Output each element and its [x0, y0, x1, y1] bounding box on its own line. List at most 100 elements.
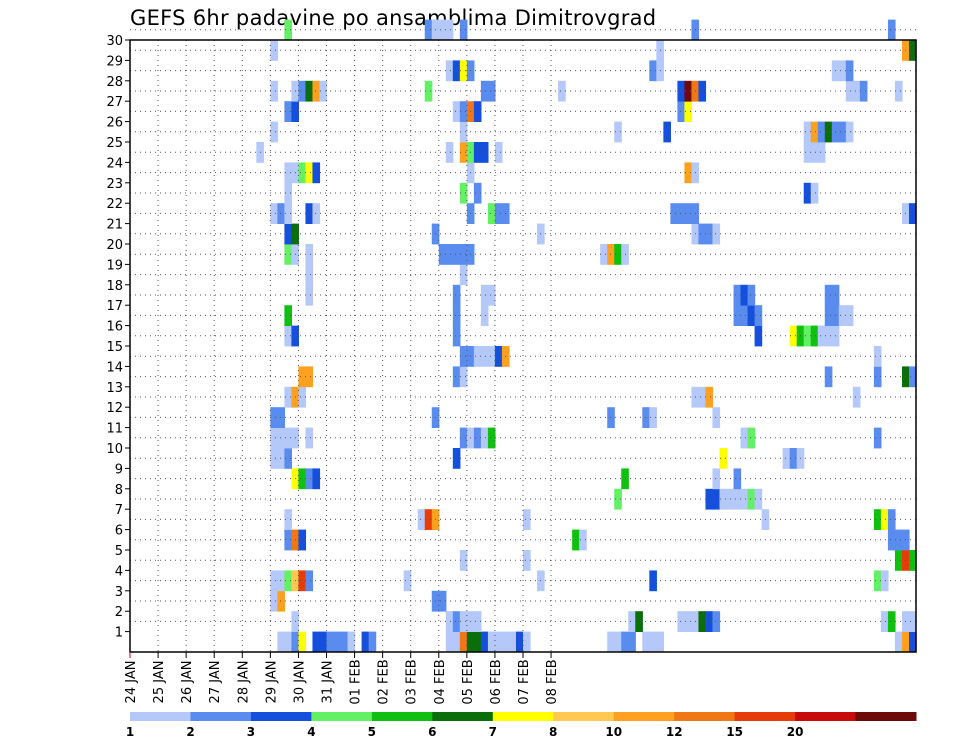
heatmap-cell [480, 427, 489, 449]
heatmap-cell [452, 325, 461, 347]
heatmap-cell [789, 325, 798, 347]
y-tick-label: 23 [106, 177, 123, 192]
heatmap-cell [824, 305, 833, 326]
heatmap-cell [270, 121, 278, 143]
heatmap-cell [473, 182, 482, 204]
heatmap-cell [733, 305, 742, 326]
y-tick-label: 3 [115, 585, 123, 600]
heatmap-cell [368, 631, 377, 653]
heatmap-cell [782, 448, 791, 469]
heatmap-cell [523, 631, 531, 653]
heatmap-cell [298, 80, 307, 102]
heatmap-cell [803, 142, 812, 163]
heatmap-cell [789, 448, 798, 469]
x-tick-label: 04 FEB [433, 659, 448, 704]
heatmap-cell [270, 448, 278, 469]
heatmap-cell [445, 244, 454, 265]
heatmap-cell [284, 182, 293, 204]
heatmap-cell [523, 550, 531, 571]
heatmap-cell [284, 509, 293, 530]
colorbar-segment [130, 712, 191, 721]
heatmap-cell [614, 244, 622, 265]
heatmap-cell [817, 121, 826, 143]
heatmap-cell [487, 80, 496, 102]
heatmap-cell [747, 284, 756, 306]
heatmap-cell [712, 611, 721, 632]
heatmap-cell [684, 611, 693, 632]
heatmap-cell [754, 325, 763, 347]
colorbar-segment [371, 712, 433, 721]
heatmap-cell [733, 468, 742, 490]
heatmap-cell [487, 203, 496, 224]
heatmap-cell [684, 101, 693, 122]
heatmap-cell [270, 570, 278, 592]
heatmap-cell [908, 550, 917, 571]
heatmap-cell [277, 570, 285, 592]
heatmap-cell [712, 488, 721, 510]
heatmap-cell [810, 142, 819, 163]
y-tick-label: 4 [115, 564, 123, 579]
heatmap-cell [452, 366, 461, 388]
x-tick-label: 02 FEB [377, 659, 392, 704]
heatmap-cell [740, 427, 749, 449]
y-tick-label: 26 [106, 116, 123, 131]
heatmap-cell [747, 427, 756, 449]
y-tick-label: 30 [106, 34, 123, 49]
colorbar-label: 3 [247, 725, 255, 739]
heatmap-cell [473, 346, 482, 367]
heatmap-cell [754, 488, 763, 510]
heatmap-cell [284, 223, 293, 245]
heatmap-cell [333, 631, 342, 653]
heatmap-cell [298, 529, 307, 551]
heatmap-cell [270, 590, 278, 612]
heatmap-cell [459, 244, 468, 265]
heatmap-cell [459, 264, 468, 286]
colorbar-segment [795, 712, 857, 721]
colorbar-segment [674, 712, 736, 721]
y-tick-label: 5 [115, 544, 123, 559]
heatmap-cell [270, 40, 278, 61]
y-tick-label: 18 [106, 279, 123, 294]
heatmap-cell [501, 631, 510, 653]
heatmap-cell [340, 631, 349, 653]
heatmap-cell [747, 488, 756, 510]
heatmap-cell [459, 427, 468, 449]
heatmap-cell [270, 407, 278, 428]
heatmap-cell [880, 611, 889, 632]
heatmap-cell [824, 325, 833, 347]
heatmap-cell [284, 19, 293, 41]
heatmap-cell [347, 631, 356, 653]
heatmap-cell [480, 142, 489, 163]
heatmap-cell [438, 590, 447, 612]
heatmap-cell [887, 19, 896, 41]
heatmap-cell [459, 346, 468, 367]
heatmap-cell [291, 631, 300, 653]
heatmap-cell [852, 80, 861, 102]
y-tick-label: 25 [106, 136, 123, 151]
heatmap-cell [747, 305, 756, 326]
heatmap-cell [305, 284, 314, 306]
heatmap-cell [403, 570, 412, 592]
heatmap-cell [270, 80, 278, 102]
colorbar-label: 10 [605, 725, 622, 739]
y-tick-label: 7 [115, 503, 123, 518]
heatmap-cell [733, 488, 742, 510]
heatmap-cell [824, 366, 833, 388]
heatmap-cell [445, 142, 454, 163]
heatmap-cell [452, 284, 461, 306]
heatmap-cell [670, 203, 678, 224]
heatmap-cell [663, 121, 671, 143]
heatmap-cell [438, 19, 447, 41]
heatmap-cell [452, 611, 461, 632]
y-tick-label: 21 [106, 218, 123, 233]
x-tick-label: 30 JAN [292, 661, 307, 704]
heatmap-cell [894, 80, 903, 102]
heatmap-cell [600, 244, 608, 265]
heatmap-cell [642, 631, 650, 653]
heatmap-cell [705, 386, 714, 408]
colorbar-label: 1 [126, 725, 134, 739]
heatmap-cell [312, 631, 321, 653]
y-tick-label: 29 [106, 54, 123, 69]
heatmap-cell [614, 121, 622, 143]
